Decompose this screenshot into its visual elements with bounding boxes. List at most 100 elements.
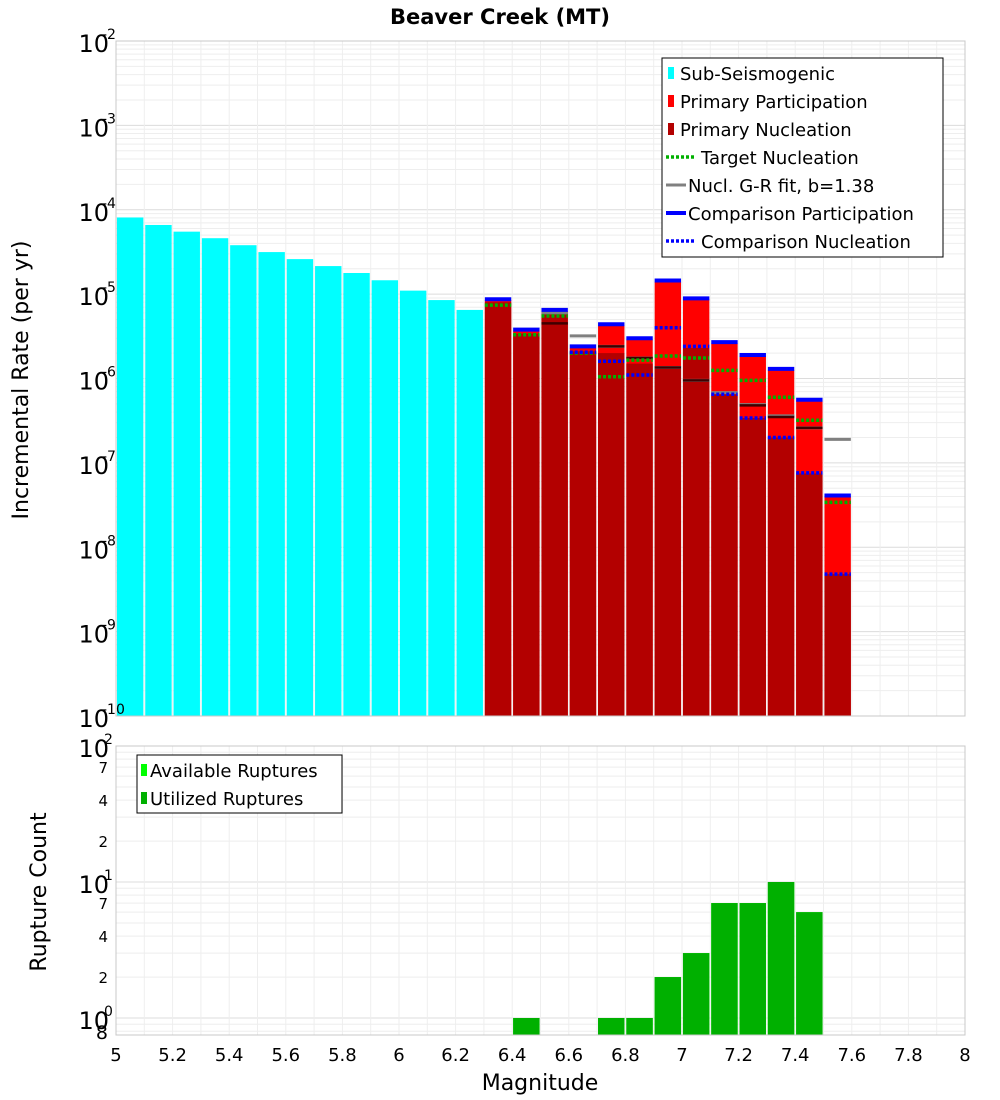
x-tick-label: 7.8 — [894, 1045, 923, 1066]
top-y-tick-exponent: -2 — [102, 27, 116, 43]
x-tick-label: 5 — [110, 1045, 121, 1066]
x-tick-label: 7.6 — [837, 1045, 866, 1066]
x-tick-label: 5.8 — [328, 1045, 357, 1066]
bottom-y-tick-exponent: 2 — [104, 732, 113, 748]
legend-swatch-sub — [668, 67, 674, 79]
top-y-tick-base: 10 — [78, 452, 109, 480]
top-legend-items: Sub-Seismogenic Primary Participation Prim… — [666, 64, 914, 253]
bottom-y-axis-label: Rupture Count — [27, 812, 52, 972]
primary-nucleation-bar — [654, 368, 682, 716]
primary-nucleation-bar — [569, 351, 597, 716]
bottom-legend: Available Ruptures Utilized Ruptures — [136, 754, 343, 814]
legend-swatch-part — [668, 95, 674, 107]
primary-nucleation-bar — [824, 574, 851, 716]
bottom-bars — [513, 882, 823, 1035]
primary-nucleation-bar — [767, 437, 795, 716]
utilized-ruptures-bar — [711, 903, 738, 1035]
top-bars — [116, 217, 851, 717]
bottom-legend-items: Available Ruptures Utilized Ruptures — [141, 761, 318, 810]
utilized-ruptures-bar — [513, 1018, 540, 1035]
top-y-tick-exponent: -8 — [102, 533, 116, 549]
sub-seismogenic-bar — [173, 231, 200, 716]
bottom-y-minor-tick: 4 — [98, 928, 108, 946]
primary-nucleation-bar — [484, 302, 512, 716]
primary-nucleation-bar — [739, 418, 766, 716]
x-tick-label: 6.8 — [611, 1045, 640, 1066]
utilized-ruptures-bar — [598, 1018, 625, 1035]
x-tick-label: 6 — [393, 1045, 404, 1066]
x-tick-label: 5.4 — [215, 1045, 244, 1066]
x-tick-label: 6.4 — [498, 1045, 527, 1066]
top-legend-box — [661, 57, 944, 258]
top-y-tick-exponent: -7 — [102, 449, 116, 465]
legend-label-comp_part: Comparison Participation — [688, 204, 914, 225]
sub-seismogenic-bar — [116, 217, 144, 717]
top-y-tick-exponent: -3 — [102, 111, 116, 127]
top-plot-border — [115, 40, 966, 717]
sub-seismogenic-bar — [428, 300, 455, 716]
legend-label-part: Primary Participation — [680, 92, 868, 113]
top-y-tick-base: 10 — [78, 621, 109, 649]
legend-swatch-used — [141, 792, 147, 804]
x-tick-label: 7.2 — [724, 1045, 753, 1066]
bottom-y-tick-exponent: 0 — [104, 1004, 113, 1020]
primary-nucleation-bar — [682, 347, 710, 716]
bottom-y-tick-base: 10 — [78, 1007, 109, 1035]
utilized-ruptures-bar — [767, 882, 795, 1035]
sub-seismogenic-bar — [145, 224, 172, 716]
top-y-tick-exponent: -10 — [102, 702, 125, 718]
sub-seismogenic-bar — [399, 290, 427, 716]
top-legend: Sub-Seismogenic Primary Participation Prim… — [661, 57, 944, 258]
utilized-ruptures-bar — [739, 903, 766, 1035]
bottom-plot-border — [115, 745, 966, 1036]
bottom-y-tick-base: 10 — [78, 871, 109, 899]
utilized-ruptures-bar — [626, 1018, 653, 1035]
legend-label-sub: Sub-Seismogenic — [680, 64, 835, 85]
sub-seismogenic-bar — [201, 238, 229, 716]
legend-label-comp_nucl: Comparison Nucleation — [701, 232, 911, 253]
legend-swatch-avail — [141, 764, 147, 776]
primary-nucleation-bar — [598, 353, 625, 716]
legend-label-avail: Available Ruptures — [150, 761, 318, 782]
legend-label-used: Utilized Ruptures — [150, 789, 303, 810]
x-tick-label: 5.6 — [271, 1045, 300, 1066]
top-y-tick-base: 10 — [78, 368, 109, 396]
top-y-tick-exponent: -4 — [102, 196, 116, 212]
primary-nucleation-bar — [513, 333, 540, 716]
top-y-tick-base: 10 — [78, 283, 109, 311]
sub-seismogenic-bar — [456, 309, 483, 716]
top-y-tick-exponent: -5 — [102, 280, 116, 296]
bottom-y-minor-tick: 7 — [98, 895, 108, 913]
sub-seismogenic-bar — [230, 245, 257, 717]
utilized-ruptures-bar — [654, 977, 682, 1035]
top-line-markers — [484, 278, 851, 576]
utilized-ruptures-bar — [682, 953, 710, 1035]
top-y-tick-base: 10 — [78, 30, 109, 58]
sub-seismogenic-bar — [286, 259, 314, 716]
x-tick-label: 7.4 — [781, 1045, 810, 1066]
legend-label-target: Target Nucleation — [700, 148, 859, 169]
primary-nucleation-bar — [626, 363, 653, 716]
x-tick-label: 5.2 — [158, 1045, 187, 1066]
top-y-axis-label: Incremental Rate (per yr) — [9, 241, 34, 520]
bottom-legend-box — [136, 754, 343, 814]
sub-seismogenic-bar — [343, 272, 370, 716]
top-y-tick-exponent: -6 — [102, 365, 116, 381]
primary-nucleation-bar — [541, 313, 568, 716]
utilized-ruptures-bar — [796, 912, 823, 1035]
bottom-y-minor-tick: 7 — [98, 759, 108, 777]
top-y-tick-labels: 10-210-310-410-510-610-710-810-910-10 — [78, 27, 124, 733]
primary-nucleation-bar — [711, 394, 738, 716]
chart-title: Beaver Creek (MT) — [390, 5, 610, 29]
sub-seismogenic-bar — [315, 266, 342, 716]
x-tick-label: 6.6 — [554, 1045, 583, 1066]
bottom-y-tick-base: 10 — [78, 735, 109, 763]
primary-nucleation-bar — [796, 473, 823, 716]
sub-seismogenic-bar — [258, 252, 285, 716]
legend-swatch-nucl — [668, 123, 674, 135]
x-tick-label: 8 — [959, 1045, 970, 1066]
bottom-y-minor-tick: 2 — [98, 833, 108, 851]
top-y-tick-base: 10 — [78, 114, 109, 142]
